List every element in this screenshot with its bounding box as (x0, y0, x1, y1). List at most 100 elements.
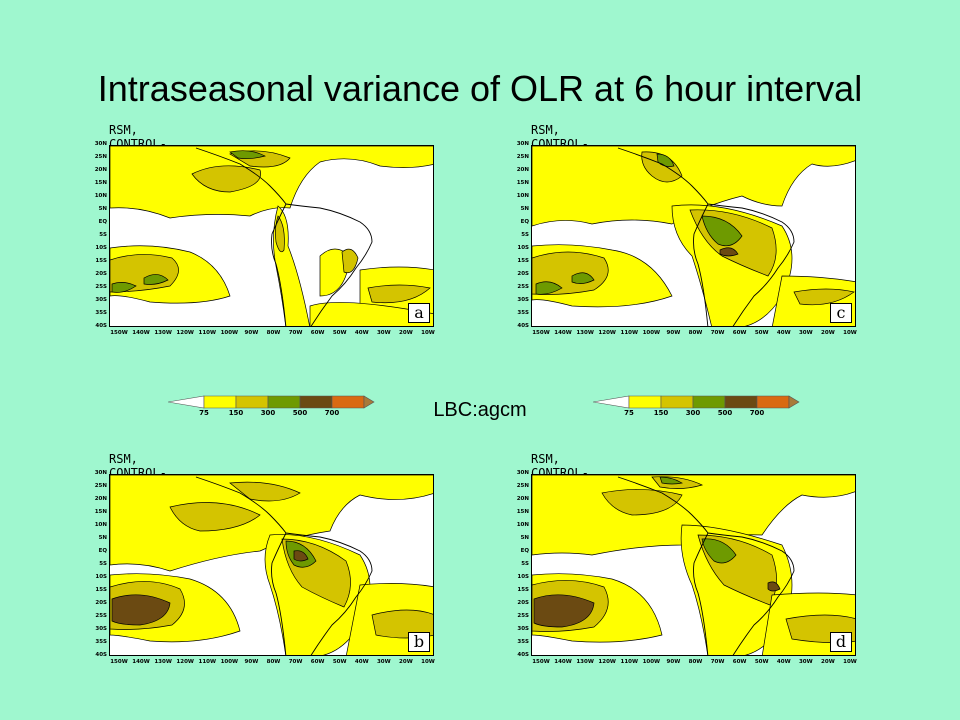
lon-tick-label: 140W (554, 659, 572, 665)
lat-tick-label: 30S (517, 626, 529, 632)
lat-tick-label: 35S (95, 310, 107, 316)
colorbar-label: 500 (717, 409, 733, 417)
lat-tick-label: 10N (516, 522, 529, 528)
colorbar-label: 300 (260, 409, 276, 417)
lat-tick-label: 25S (517, 613, 529, 619)
lon-tick-label: 40W (776, 330, 791, 336)
lat-tick-label: 25S (95, 284, 107, 290)
lon-tick-label: 110W (198, 330, 217, 336)
colorbar-segment (331, 395, 365, 409)
variance-field (110, 146, 433, 326)
lon-tick-label: 60W (732, 659, 747, 665)
colorbar-label: 700 (749, 409, 765, 417)
contour-region (701, 538, 737, 564)
lat-tick-label: 15S (517, 587, 529, 593)
lat-tick-label: 10S (517, 574, 529, 580)
contour-region (767, 581, 781, 592)
lon-tick-label: 40W (776, 659, 791, 665)
lon-tick-label: 150W (110, 330, 128, 336)
lat-tick-label: 15N (94, 180, 107, 186)
lat-tick-label: 15S (517, 258, 529, 264)
lon-tick-label: 130W (154, 330, 172, 336)
colorbar-segment (203, 395, 237, 409)
lon-axis: 150W 140W 130W 120W 110W 100W 90W 80W 70W 60W 50W 4… (109, 330, 435, 340)
lon-tick-label: 20W (821, 659, 835, 665)
lat-tick-label: 30N (94, 141, 107, 147)
colorbar-label: 150 (653, 409, 669, 417)
lat-tick-label: 20S (95, 271, 107, 277)
lat-tick-label: 15N (516, 509, 529, 515)
map-area: c (531, 145, 856, 327)
lat-tick-label: 5N (520, 206, 529, 212)
colorbar-label: 75 (199, 409, 209, 417)
colorbar-label: 150 (228, 409, 244, 417)
lat-tick-label: 40S (95, 323, 107, 329)
lon-tick-label: 70W (288, 330, 303, 336)
lon-tick-label: 140W (132, 330, 150, 336)
colorbar-segment (363, 395, 375, 409)
lat-tick-label: 30N (516, 141, 529, 147)
coastline (617, 147, 795, 326)
lon-tick-label: 100W (642, 330, 661, 336)
panel-letter: b (408, 632, 430, 652)
lon-tick-label: 70W (710, 659, 725, 665)
contour-region (110, 146, 433, 219)
lon-tick-label: 10W (843, 330, 857, 336)
lon-tick-label: 120W (176, 330, 194, 336)
lon-tick-label: 20W (399, 330, 413, 336)
lat-tick-label: 10N (94, 522, 107, 528)
lat-tick-label: 40S (517, 652, 529, 658)
colorbar-label: 75 (624, 409, 634, 417)
lat-tick-label: 20S (517, 600, 529, 606)
lon-tick-label: 30W (376, 659, 391, 665)
colorbar-segment (592, 395, 630, 409)
contour-region (191, 165, 261, 193)
lon-tick-label: 40W (354, 330, 369, 336)
slide-title: Intraseasonal variance of OLR at 6 hour … (97, 68, 863, 109)
lat-tick-label: 30N (516, 470, 529, 476)
lon-tick-label: 150W (532, 659, 550, 665)
colorbar-segment (724, 395, 758, 409)
contour-region (111, 282, 137, 293)
lat-tick-label: 25S (517, 284, 529, 290)
lon-tick-label: 80W (266, 330, 281, 336)
coastline (195, 476, 373, 655)
contour-region (111, 594, 171, 626)
colorbar-segment (167, 395, 205, 409)
contour-region (571, 272, 595, 284)
colorbar-graphic (592, 395, 800, 409)
contour-region (659, 476, 683, 485)
coastline (617, 476, 795, 655)
contour-region (367, 284, 431, 304)
map-area: a (109, 145, 434, 327)
variance-field (532, 146, 855, 326)
contour-region (371, 609, 433, 639)
colorbar-segment (788, 395, 800, 409)
lon-tick-label: 110W (620, 659, 639, 665)
contour-region (719, 247, 739, 257)
contour-region (169, 502, 261, 532)
lon-tick-label: 60W (310, 659, 325, 665)
lon-axis: 150W 140W 130W 120W 110W 100W 90W 80W 70W 60W 50W 4… (531, 330, 857, 340)
lat-tick-label: EQ (98, 219, 107, 225)
lon-tick-label: 100W (220, 330, 239, 336)
contour-region (535, 281, 563, 295)
lat-tick-label: 5S (521, 561, 529, 567)
lon-tick-label: 70W (288, 659, 303, 665)
colorbar-segment (628, 395, 662, 409)
lon-tick-label: 150W (532, 330, 550, 336)
lon-tick-label: 80W (688, 659, 703, 665)
map-area: b (109, 474, 434, 656)
contour-region (293, 550, 309, 562)
lat-tick-label: 20N (94, 496, 107, 502)
colorbar-right: 75 150 300 500 700 (592, 395, 803, 417)
lat-tick-label: 5N (98, 535, 107, 541)
colorbar-segment (235, 395, 269, 409)
lat-tick-label: 25N (94, 154, 107, 160)
contour-region (309, 302, 433, 326)
contour-region (229, 150, 266, 160)
contour-region (793, 288, 855, 306)
lon-tick-label: 90W (244, 330, 259, 336)
lat-tick-label: 10S (517, 245, 529, 251)
lat-tick-label: 40S (517, 323, 529, 329)
